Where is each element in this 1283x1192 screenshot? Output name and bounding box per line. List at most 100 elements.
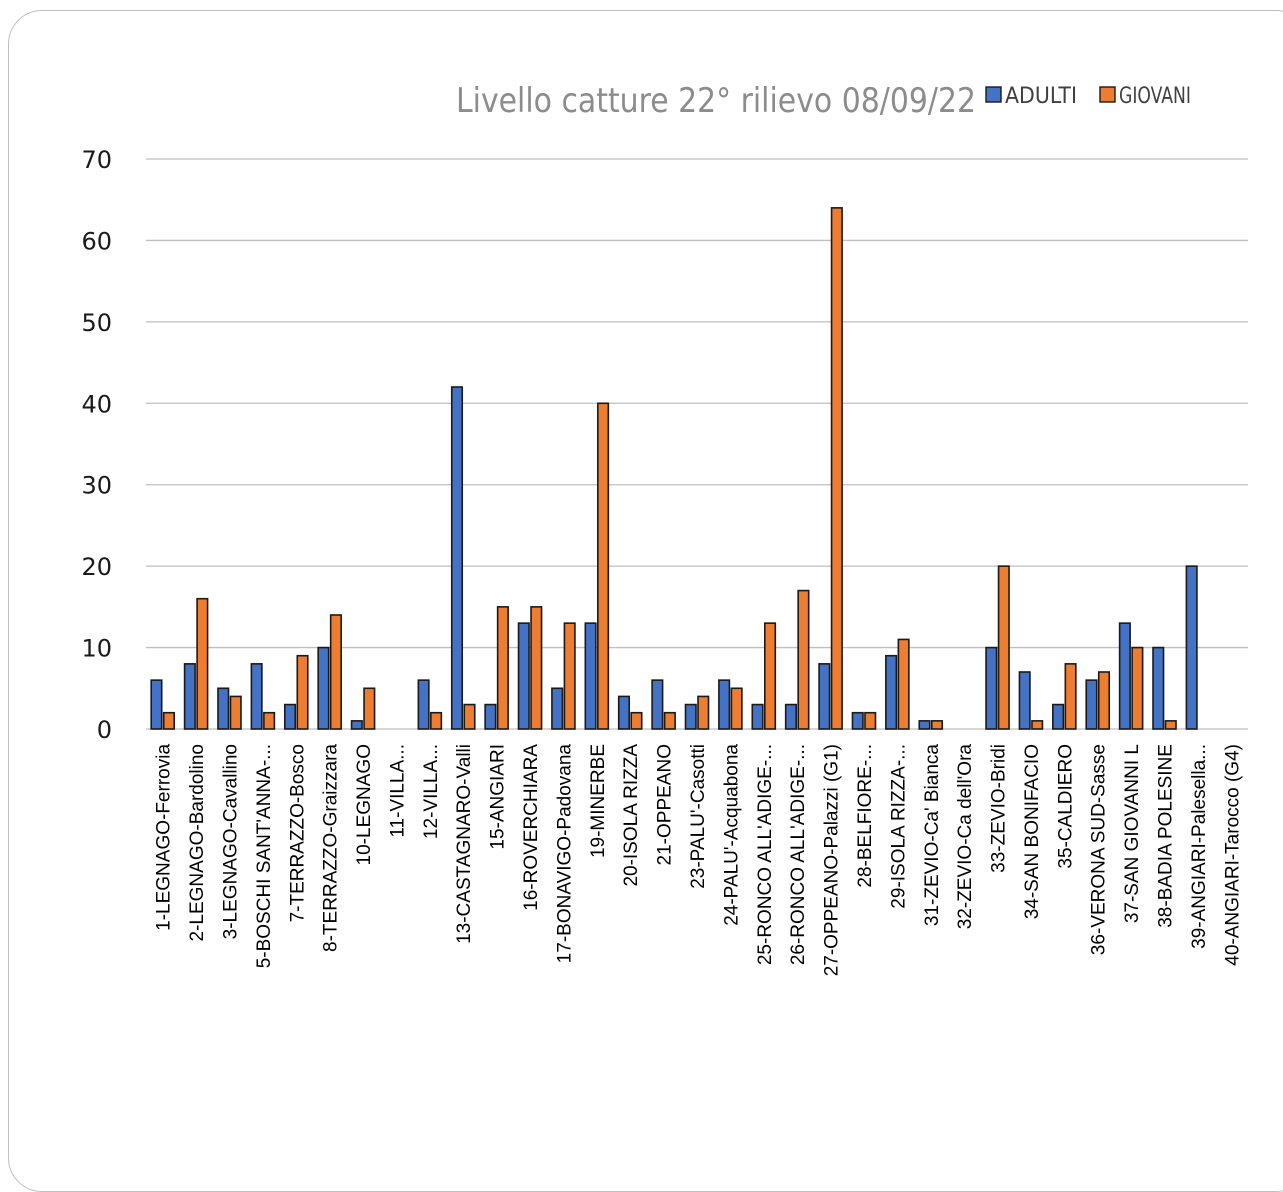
legend-swatch-adulti (985, 86, 1002, 103)
bar-adulti-23 (885, 654, 898, 730)
x-tick-label: 28-BELFIORE-... (855, 744, 876, 888)
bar-adulti-17 (684, 703, 697, 730)
x-tick-label: 26-RONCO ALL'ADIGE-... (788, 744, 809, 965)
bar-adulti-28 (1052, 703, 1065, 730)
legend-swatch-giovani (1099, 86, 1116, 103)
bar-giovani-18 (730, 687, 743, 730)
y-tick-label: 10 (81, 635, 112, 663)
legend-label-adulti: ADULTI (1005, 84, 1077, 109)
bar-giovani-20 (797, 589, 810, 730)
x-tick-label: 27-OPPEANO-Palazzi (G1) (822, 744, 843, 976)
bar-giovani-9 (430, 711, 443, 730)
bar-giovani-17 (697, 695, 710, 730)
legend: ADULTI GIOVANI (985, 84, 1191, 109)
y-tick-label: 50 (81, 309, 112, 337)
y-axis: 0 10 20 30 40 50 60 70 (81, 146, 112, 744)
bar-giovani-31 (1164, 720, 1177, 730)
bars (150, 207, 1198, 730)
bar-giovani-6 (329, 614, 342, 730)
bar-adulti-29 (1085, 679, 1098, 730)
x-tick-label: 38-BADIA POLESINE (1156, 744, 1177, 928)
bar-adulti-31 (1152, 646, 1165, 730)
bar-adulti-22 (851, 711, 864, 730)
legend-label-giovani: GIOVANI (1119, 84, 1191, 109)
bar-giovani-7 (363, 687, 376, 730)
bar-adulti-6 (317, 646, 330, 730)
x-tick-label: 39-ANGIARI-Palesella... (1189, 744, 1210, 949)
bar-adulti-20 (784, 703, 797, 730)
x-tick-label: 31-ZEVIO-Ca' Bianca (922, 744, 943, 927)
bar-giovani-2 (196, 597, 209, 730)
y-tick-label: 40 (81, 390, 112, 418)
bar-adulti-32 (1185, 565, 1198, 730)
x-tick-label: 10-LEGNAGO (354, 744, 375, 865)
bar-adulti-11 (484, 703, 497, 730)
x-tick-label: 25-RONCO ALL'ADIGE-... (755, 744, 776, 965)
bar-adulti-13 (551, 687, 564, 730)
x-tick-label: 5-BOSCHI SANT'ANNA-... (254, 744, 275, 968)
bar-adulti-12 (517, 622, 530, 730)
x-tick-label: 40-ANGIARI-Tarocco (G4) (1222, 744, 1243, 966)
bar-giovani-24 (930, 720, 944, 730)
x-tick-label: 1-LEGNAGO-Ferrovia (154, 744, 175, 931)
x-tick-label: 15-ANGIARI (488, 744, 509, 850)
x-tick-label: 21-OPPEANO (655, 744, 676, 865)
x-tick-label: 34-SAN BONIFACIO (1022, 744, 1043, 919)
y-tick-label: 70 (81, 146, 112, 174)
x-tick-label: 12-VILLA... (421, 744, 442, 839)
x-tick-label: 17-BONAVIGO-Padovana (554, 744, 575, 964)
bar-adulti-2 (183, 663, 196, 730)
bar-giovani-30 (1131, 646, 1144, 730)
y-tick-label: 20 (81, 553, 112, 581)
y-tick-label: 60 (81, 227, 112, 255)
y-tick-label: 0 (97, 716, 112, 744)
x-tick-label: 29-ISOLA RIZZA-... (888, 744, 909, 909)
bar-giovani-21 (830, 207, 843, 730)
bar-adulti-9 (417, 679, 430, 730)
bar-giovani-10 (463, 703, 476, 730)
bar-adulti-7 (350, 720, 363, 730)
bar-giovani-22 (864, 711, 877, 730)
bar-giovani-11 (496, 606, 509, 730)
x-tick-label: 11-VILLA... (387, 744, 408, 838)
x-tick-label: 20-ISOLA RIZZA (621, 744, 642, 887)
bar-giovani-12 (530, 606, 543, 730)
bar-adulti-10 (450, 386, 464, 730)
bar-adulti-18 (718, 679, 731, 730)
bar-giovani-16 (663, 711, 676, 730)
bar-chart: Livello catture 22° rilievo 08/09/22 ADU… (81, 81, 1248, 976)
bar-adulti-15 (617, 695, 631, 730)
bar-giovani-3 (229, 695, 242, 730)
bar-giovani-15 (630, 711, 643, 730)
x-tick-label: 33-ZEVIO-Bridi (989, 744, 1010, 873)
x-tick-label: 2-LEGNAGO-Bardolino (187, 744, 208, 941)
bar-adulti-5 (283, 703, 297, 730)
chart-frame (8, 10, 1283, 1192)
bar-adulti-30 (1118, 622, 1131, 730)
x-tick-label: 7-TERRAZZO-Bosco (287, 744, 308, 922)
bar-giovani-28 (1064, 663, 1077, 730)
bar-giovani-5 (296, 654, 309, 730)
x-tick-label: 35-CALDIERO (1055, 744, 1076, 869)
bar-giovani-29 (1097, 671, 1111, 730)
bar-giovani-13 (563, 622, 576, 730)
x-tick-label: 23-PALU'-Casotti (688, 744, 709, 889)
bar-giovani-19 (763, 622, 777, 730)
x-tick-label: 32-ZEVIO-Ca dell'Ora (955, 744, 976, 930)
x-tick-label: 19-MINERBE (588, 744, 609, 858)
bar-adulti-27 (1018, 671, 1031, 730)
gridlines (146, 158, 1248, 730)
bar-adulti-1 (150, 679, 163, 730)
x-tick-label: 8-TERRAZZO-Graizzara (321, 744, 342, 952)
x-tick-label: 37-SAN GIOVANNI L (1122, 744, 1143, 923)
bar-giovani-27 (1031, 720, 1044, 730)
x-tick-label: 24-PALU'-Acquabona (721, 744, 742, 926)
x-tick-label: 16-ROVERCHIARA (521, 744, 542, 911)
bar-giovani-14 (597, 402, 610, 730)
bar-adulti-14 (584, 622, 597, 730)
bar-giovani-23 (897, 638, 910, 730)
x-tick-label: 13-CASTAGNARO-Valli (454, 744, 475, 944)
bar-adulti-26 (985, 646, 998, 730)
bar-adulti-3 (217, 687, 230, 730)
bar-adulti-19 (751, 703, 764, 730)
